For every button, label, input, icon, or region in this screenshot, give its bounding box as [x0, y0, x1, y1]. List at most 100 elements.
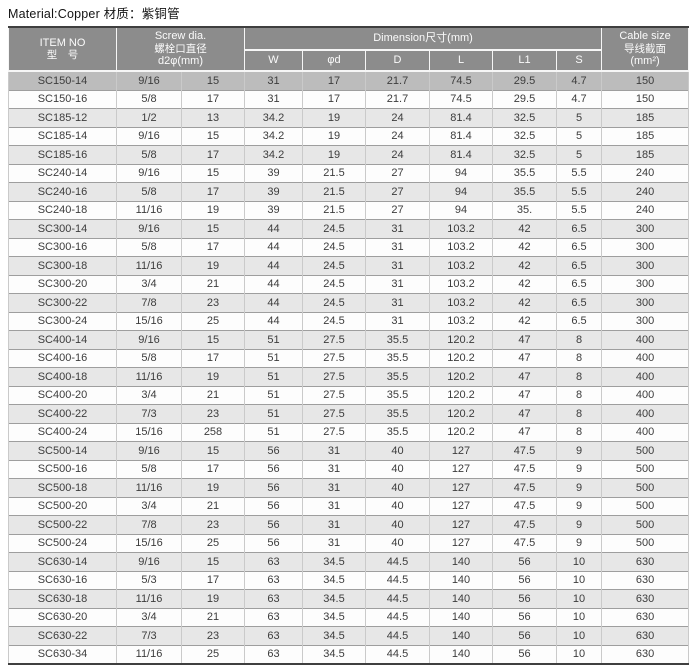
header-screw-dia: Screw dia. 螺栓口直径 d2φ(mm) — [116, 26, 245, 72]
value-cell: 500 — [601, 478, 690, 497]
value-cell: 23 — [181, 293, 245, 312]
item-no-cell: SC185-14 — [8, 126, 117, 146]
header-cable-size-en: Cable size — [619, 30, 671, 43]
value-cell: 51 — [244, 330, 303, 349]
value-cell: 500 — [601, 496, 690, 516]
value-cell: 40 — [365, 459, 430, 479]
value-cell: 31 — [365, 274, 430, 294]
table-row: SC400-16 5/8 17 51 27.5 35.5 120.2 47 8 400 — [8, 348, 690, 368]
value-cell: 630 — [601, 589, 690, 608]
value-cell: 44 — [244, 237, 303, 257]
table-row: SC500-22 7/8 23 56 31 40 127 47.5 9 500 — [8, 515, 690, 534]
item-no-cell: SC400-24 — [8, 422, 117, 442]
value-cell: 21.5 — [302, 200, 366, 220]
value-cell: 17 — [181, 570, 245, 590]
value-cell: 51 — [244, 422, 303, 442]
value-cell: 63 — [244, 570, 303, 590]
header-dimension: Dimension尺寸(mm) — [243, 26, 603, 51]
value-cell: 15 — [181, 70, 245, 90]
value-cell: 300 — [601, 219, 690, 238]
value-cell: 5/8 — [116, 237, 182, 257]
value-cell: 17 — [181, 459, 245, 479]
item-no-cell: SC630-14 — [8, 552, 117, 571]
value-cell: 94 — [429, 182, 493, 201]
value-cell: 56 — [244, 459, 303, 479]
value-cell: 140 — [429, 570, 493, 590]
header-item-no: ITEM NO 型 号 — [8, 26, 117, 72]
value-cell: 31 — [365, 237, 430, 257]
value-cell: 24 — [365, 126, 430, 146]
value-cell: 81.4 — [429, 108, 493, 127]
value-cell: 34.5 — [302, 626, 366, 645]
value-cell: 27.5 — [302, 385, 366, 405]
value-cell: 11/16 — [116, 644, 182, 664]
value-cell: 31 — [302, 496, 366, 516]
value-cell: 300 — [601, 293, 690, 312]
table-row: SC400-20 3/4 21 51 27.5 35.5 120.2 47 8 400 — [8, 385, 690, 405]
value-cell: 400 — [601, 330, 690, 349]
value-cell: 400 — [601, 404, 690, 423]
header-item-no-zh: 型 号 — [46, 49, 79, 61]
value-cell: 31 — [365, 256, 430, 275]
value-cell: 51 — [244, 367, 303, 386]
item-no-cell: SC630-16 — [8, 570, 117, 590]
value-cell: 15/16 — [116, 422, 182, 442]
value-cell: 127 — [429, 515, 493, 534]
value-cell: 185 — [601, 145, 690, 164]
value-cell: 31 — [365, 293, 430, 312]
value-cell: 7/8 — [116, 293, 182, 312]
value-cell: 103.2 — [429, 219, 493, 238]
value-cell: 44 — [244, 219, 303, 238]
value-cell: 11/16 — [116, 200, 182, 220]
value-cell: 10 — [555, 552, 603, 571]
value-cell: 9/16 — [116, 330, 182, 349]
table-row: SC630-20 3/4 21 63 34.5 44.5 140 56 10 630 — [8, 607, 690, 627]
value-cell: 23 — [181, 515, 245, 534]
value-cell: 34.5 — [302, 589, 366, 608]
value-cell: 15/16 — [116, 533, 182, 553]
value-cell: 31 — [302, 515, 366, 534]
value-cell: 240 — [601, 182, 690, 201]
table-body: SC150-14 9/16 15 31 17 21.7 74.5 29.5 4.7 150 SC15… — [8, 70, 690, 664]
value-cell: 27 — [365, 200, 430, 220]
value-cell: 47.5 — [492, 533, 557, 553]
value-cell: 56 — [244, 533, 303, 553]
header-col-d: D — [365, 49, 430, 72]
value-cell: 24.5 — [302, 237, 366, 257]
item-no-cell: SC150-14 — [8, 70, 117, 90]
value-cell: 15 — [181, 441, 245, 460]
value-cell: 35.5 — [492, 163, 557, 183]
value-cell: 120.2 — [429, 330, 493, 349]
value-cell: 27.5 — [302, 367, 366, 386]
value-cell: 5/8 — [116, 145, 182, 164]
table-row: SC630-18 11/16 19 63 34.5 44.5 140 56 10 630 — [8, 589, 690, 608]
item-no-cell: SC400-14 — [8, 330, 117, 349]
value-cell: 19 — [302, 145, 366, 164]
header-screw-dia-zh: 螺栓口直径 — [154, 42, 207, 55]
value-cell: 17 — [302, 89, 366, 109]
table-row: SC630-14 9/16 15 63 34.5 44.5 140 56 10 630 — [8, 552, 690, 571]
value-cell: 44.5 — [365, 644, 430, 664]
value-cell: 15/16 — [116, 311, 182, 331]
value-cell: 24 — [365, 108, 430, 127]
value-cell: 11/16 — [116, 478, 182, 497]
value-cell: 9/16 — [116, 552, 182, 571]
value-cell: 25 — [181, 644, 245, 664]
value-cell: 10 — [555, 644, 603, 664]
value-cell: 630 — [601, 644, 690, 664]
value-cell: 9 — [555, 478, 603, 497]
table-row: SC185-14 9/16 15 34.2 19 24 81.4 32.5 5 185 — [8, 126, 690, 146]
value-cell: 500 — [601, 441, 690, 460]
value-cell: 150 — [601, 89, 690, 109]
value-cell: 400 — [601, 348, 690, 368]
table-row: SC185-12 1/2 13 34.2 19 24 81.4 32.5 5 185 — [8, 108, 690, 127]
value-cell: 240 — [601, 163, 690, 183]
value-cell: 34.5 — [302, 570, 366, 590]
value-cell: 400 — [601, 367, 690, 386]
value-cell: 120.2 — [429, 422, 493, 442]
value-cell: 63 — [244, 552, 303, 571]
value-cell: 31 — [365, 219, 430, 238]
value-cell: 5.5 — [555, 163, 603, 183]
value-cell: 31 — [244, 70, 303, 90]
value-cell: 21 — [181, 607, 245, 627]
